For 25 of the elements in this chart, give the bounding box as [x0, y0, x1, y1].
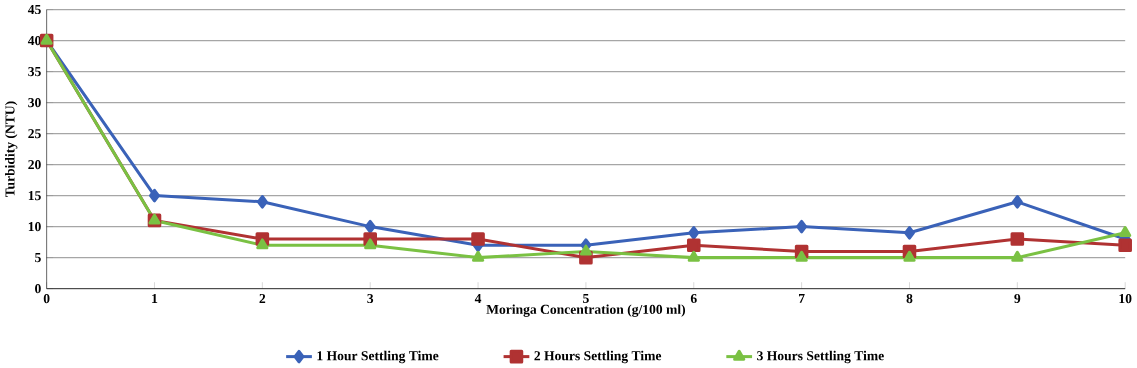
y-tick-label: 45 [27, 4, 41, 14]
y-tick-label: 0 [35, 283, 41, 293]
x-tick-label: 0 [43, 293, 50, 303]
x-tick-label: 9 [1014, 293, 1021, 303]
legend-label: 1 Hour Settling Time [317, 350, 439, 363]
x-tick-label: 6 [690, 293, 697, 303]
x-tick-label: 10 [1119, 293, 1132, 303]
y-tick-label: 20 [28, 159, 41, 169]
y-axis-title: Turbidity (NTU) [5, 101, 18, 197]
x-tick-label: 2 [259, 293, 266, 303]
legend-label: 3 Hours Settling Time [757, 350, 884, 363]
x-tick-label: 5 [583, 293, 589, 303]
x-axis-title: Moringa Concentration (g/100 ml) [486, 304, 686, 317]
y-tick-label: 35 [28, 66, 41, 76]
y-tick-label: 15 [28, 190, 41, 200]
y-tick-label: 30 [28, 97, 41, 107]
x-tick-label: 8 [906, 293, 913, 303]
y-tick-label: 5 [35, 252, 41, 262]
x-tick-label: 7 [799, 293, 805, 303]
y-tick-label: 10 [28, 221, 41, 231]
x-tick-label: 1 [152, 293, 158, 303]
y-tick-label: 25 [28, 128, 41, 138]
x-tick-label: 3 [367, 293, 374, 303]
legend-label: 2 Hours Settling Time [534, 350, 662, 363]
x-tick-label: 4 [474, 293, 482, 303]
